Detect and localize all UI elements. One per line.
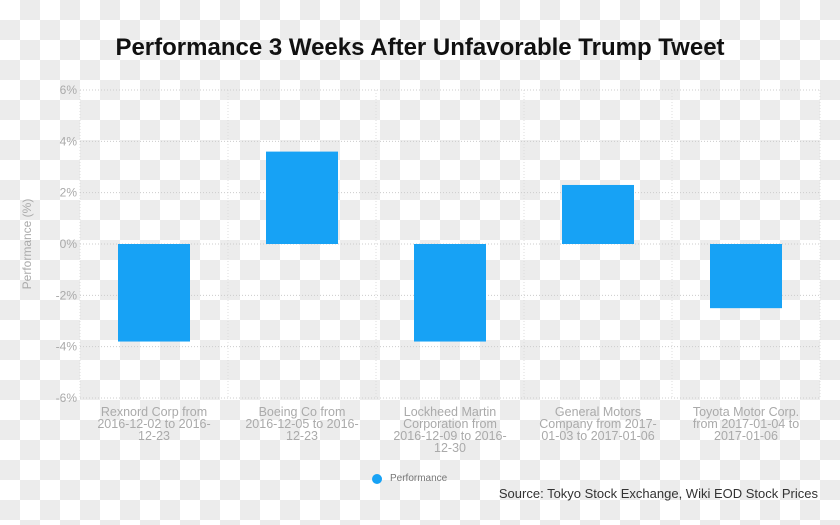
legend: Performance	[372, 473, 447, 484]
x-tick-label: Lockheed Martin Corporation from 2016-12-0…	[393, 405, 506, 455]
y-tick-label: 0%	[60, 237, 78, 251]
legend-swatch	[372, 473, 382, 484]
chart-title: Performance 3 Weeks After Unfavorable Tr…	[115, 34, 725, 61]
y-tick-label: -6%	[56, 391, 78, 405]
x-tick-label: Toyota Motor Corp. from 2017-01-04 to 2017…	[693, 405, 799, 443]
source-note: Source: Tokyo Stock Exchange, Wiki EOD S…	[498, 486, 818, 501]
x-tick-label: General Motors Company from 2017-01-03 to…	[539, 405, 656, 443]
y-tick-label: 4%	[60, 134, 78, 148]
y-axis-label: Performance (%)	[20, 199, 34, 290]
y-tick-label: 6%	[60, 83, 78, 97]
y-tick-label: -2%	[56, 288, 78, 302]
legend-label: Performance	[390, 473, 448, 484]
bar	[414, 244, 486, 342]
y-tick-label: 2%	[60, 186, 78, 200]
bar	[562, 184, 634, 244]
y-tick-label: -4%	[56, 340, 78, 354]
x-tick-label: Boeing Co from 2016-12-05 to 2016-12-23	[245, 405, 358, 443]
x-tick-label: Rexnord Corp from 2016-12-02 to 2016-12-2…	[97, 405, 210, 443]
bar	[266, 151, 338, 244]
bar	[710, 244, 782, 309]
bar	[118, 244, 190, 342]
